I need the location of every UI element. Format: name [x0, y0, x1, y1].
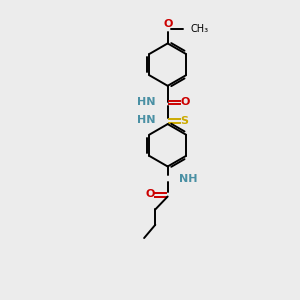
Text: S: S — [181, 116, 189, 126]
Text: HN: HN — [137, 97, 155, 107]
Text: HN: HN — [137, 115, 155, 125]
Text: NH: NH — [179, 174, 197, 184]
Text: O: O — [164, 19, 173, 29]
Text: CH₃: CH₃ — [190, 24, 208, 34]
Text: O: O — [180, 97, 189, 107]
Text: O: O — [146, 190, 155, 200]
